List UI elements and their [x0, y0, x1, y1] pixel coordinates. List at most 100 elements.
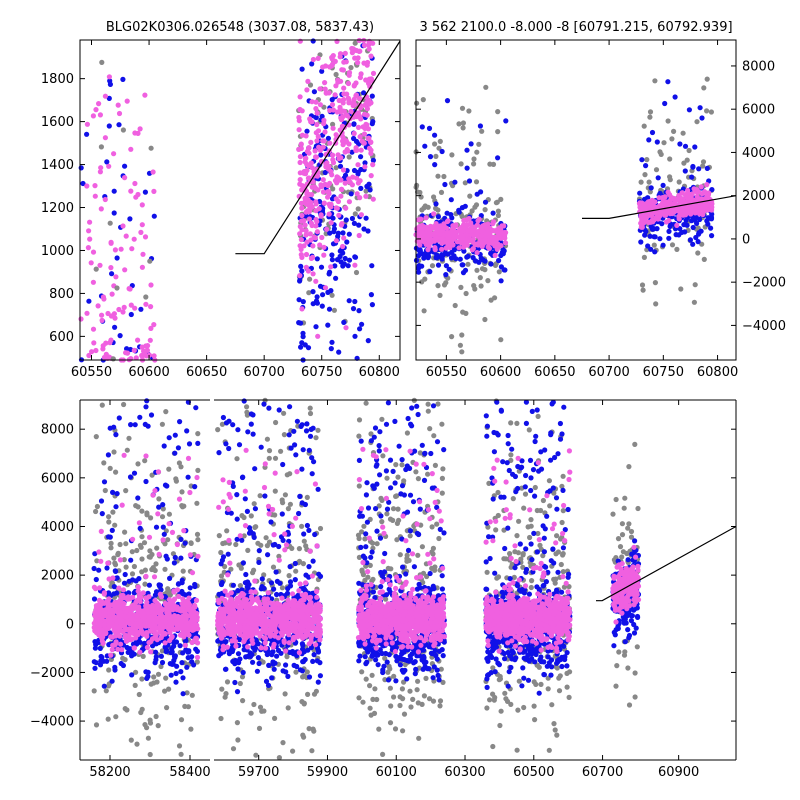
- data-point: [109, 527, 115, 534]
- data-point: [313, 324, 319, 330]
- data-point: [684, 198, 690, 204]
- data-point: [362, 160, 368, 166]
- data-point: [259, 576, 265, 582]
- data-point: [439, 246, 445, 252]
- data-point: [641, 204, 648, 210]
- data-point: [147, 609, 153, 615]
- data-point: [112, 624, 118, 630]
- data-point: [178, 751, 184, 757]
- data-point: [152, 611, 158, 617]
- data-point: [100, 346, 106, 352]
- data-point: [346, 176, 352, 182]
- data-point: [476, 259, 482, 265]
- data-point: [302, 198, 308, 204]
- data-point: [361, 131, 368, 137]
- data-point: [327, 64, 333, 70]
- data-point: [216, 450, 222, 456]
- data-point: [124, 596, 131, 602]
- data-point: [674, 246, 680, 252]
- data-point: [346, 231, 352, 237]
- data-point: [299, 268, 305, 274]
- zoom-data-points: [78, 37, 377, 363]
- data-point: [343, 205, 349, 211]
- data-point: [305, 691, 311, 698]
- data-point: [274, 653, 280, 659]
- data-point: [133, 635, 139, 641]
- data-point: [361, 90, 367, 96]
- data-point: [298, 246, 304, 252]
- data-point: [467, 193, 473, 199]
- data-point: [696, 166, 702, 172]
- data-point: [155, 511, 161, 517]
- data-point: [496, 233, 502, 239]
- data-point: [496, 228, 502, 234]
- data-point: [127, 286, 133, 292]
- data-point: [257, 493, 263, 499]
- data-point: [106, 667, 112, 673]
- data-point: [457, 342, 463, 348]
- data-point: [256, 548, 262, 554]
- data-point: [341, 235, 347, 241]
- data-point: [308, 160, 314, 166]
- data-point: [142, 92, 148, 98]
- data-point: [187, 489, 193, 496]
- data-point: [143, 404, 149, 410]
- data-point: [673, 232, 679, 238]
- data-point: [226, 418, 232, 424]
- data-point: [350, 46, 356, 52]
- data-point: [121, 401, 127, 408]
- data-point: [701, 85, 707, 91]
- data-point: [304, 87, 310, 93]
- data-point: [680, 130, 686, 136]
- data-point: [110, 575, 116, 581]
- data-point: [139, 556, 145, 562]
- data-point: [161, 443, 167, 449]
- data-point: [342, 50, 348, 57]
- data-point: [338, 117, 345, 123]
- data-point: [171, 560, 177, 566]
- zoom-panel: 60550 60600 60650 60700 60750 608006008001000…: [41, 20, 401, 380]
- data-point: [422, 276, 428, 282]
- data-point: [333, 205, 339, 211]
- data-point: [352, 55, 358, 61]
- data-point: [103, 688, 109, 694]
- data-point: [299, 205, 305, 211]
- data-point: [120, 592, 126, 599]
- data-point: [113, 714, 119, 720]
- data-point: [242, 496, 248, 502]
- data-point: [449, 334, 455, 340]
- data-point: [310, 243, 316, 249]
- data-point: [645, 243, 651, 249]
- data-point: [286, 432, 292, 438]
- data-point: [113, 504, 119, 510]
- data-point: [252, 466, 258, 472]
- data-point: [252, 589, 258, 595]
- data-point: [97, 645, 103, 652]
- data-point: [329, 252, 335, 258]
- data-point: [449, 227, 455, 233]
- data-point: [677, 141, 683, 147]
- data-point: [477, 275, 483, 281]
- data-point: [262, 635, 269, 642]
- data-point: [333, 165, 339, 171]
- data-point: [322, 80, 328, 86]
- data-point: [216, 533, 222, 539]
- data-point: [435, 283, 441, 289]
- data-point: [227, 494, 233, 500]
- data-point: [143, 294, 149, 300]
- data-point: [678, 286, 684, 292]
- y-tick-label: 1600: [41, 115, 74, 130]
- data-point: [139, 222, 145, 228]
- data-point: [480, 257, 486, 263]
- data-point: [154, 637, 160, 643]
- data-point: [262, 640, 268, 646]
- data-point: [465, 261, 471, 267]
- data-point: [315, 55, 321, 62]
- data-point: [355, 60, 361, 66]
- data-point: [305, 175, 311, 181]
- data-point: [474, 267, 480, 273]
- data-point: [116, 306, 122, 313]
- data-point: [431, 194, 437, 200]
- data-point: [124, 346, 130, 352]
- data-point: [114, 285, 120, 291]
